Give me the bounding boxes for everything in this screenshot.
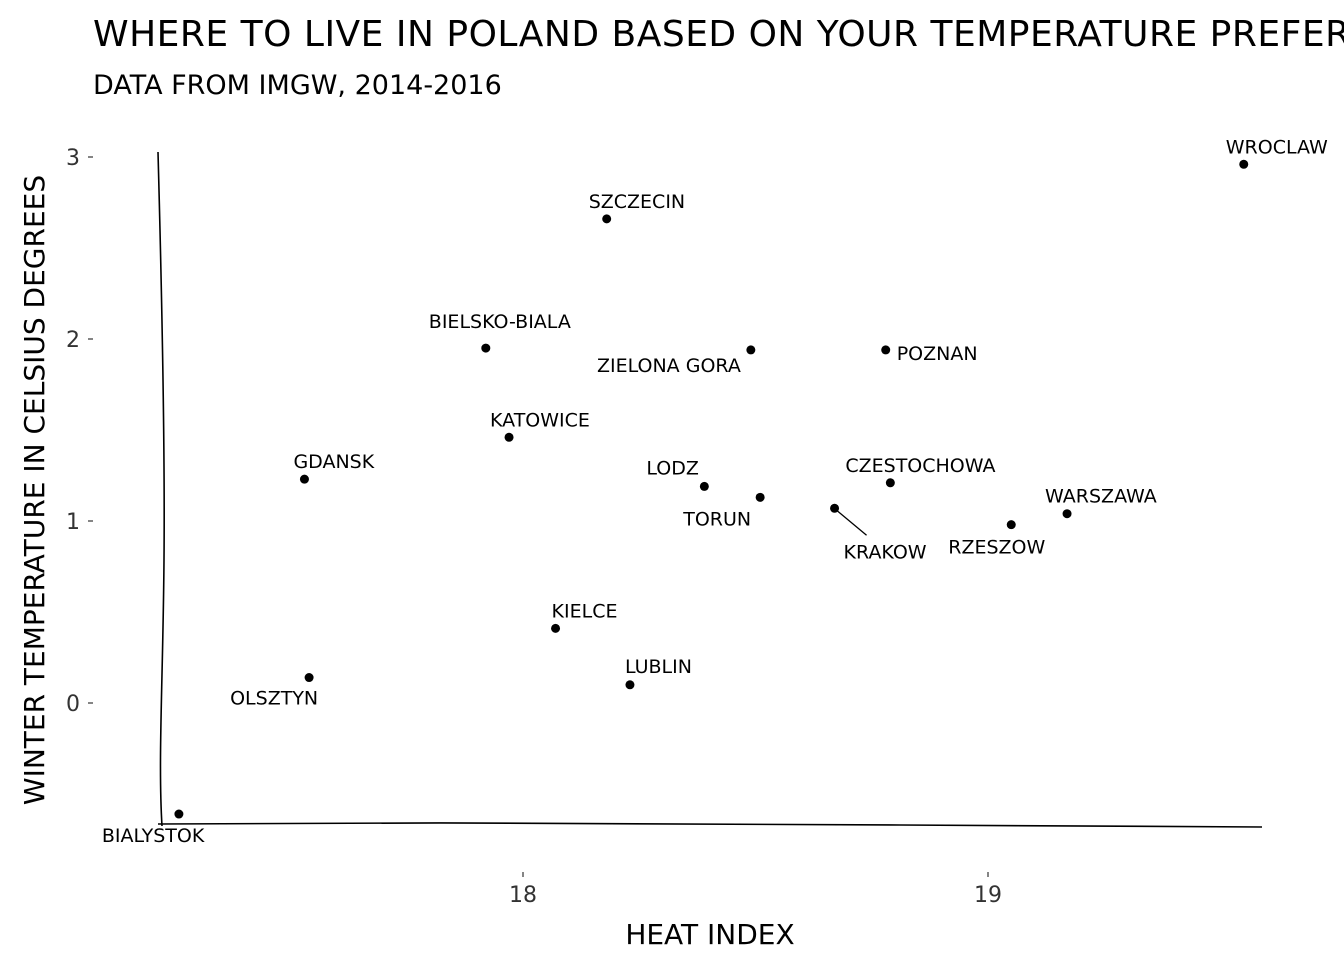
data-point-label: KRAKOW [844, 541, 927, 563]
x-tick-label: 19 [974, 883, 1002, 908]
chart-subtitle: DATA FROM IMGW, 2014-2016 [93, 70, 502, 101]
data-point-label: RZESZOW [948, 537, 1045, 559]
data-point [602, 214, 612, 224]
x-axis-ticks: 18 19 [509, 872, 1002, 908]
y-tick-label: 0 [66, 692, 80, 717]
x-axis-line [157, 822, 1263, 828]
label-leader-lines [836, 509, 867, 536]
data-point-label: BIELSKO-BIALA [429, 311, 571, 333]
data-point [885, 478, 895, 488]
data-point [1062, 509, 1072, 519]
data-point [551, 623, 561, 633]
data-point [830, 503, 840, 513]
data-point-label: GDANSK [293, 451, 374, 473]
data-points [174, 159, 1249, 819]
y-tick-label: 2 [66, 328, 80, 353]
data-point-label: BIALYSTOK [102, 825, 205, 847]
data-point-label: CZESTOCHOWA [845, 455, 995, 477]
x-tick-label: 18 [509, 883, 537, 908]
y-axis-line [157, 151, 165, 827]
data-point-label: ZIELONA GORA [597, 355, 741, 377]
y-tick-label: 1 [66, 510, 80, 535]
data-point-label: TORUN [682, 508, 751, 530]
data-point-label: KIELCE [552, 600, 618, 622]
data-point-label: LUBLIN [625, 656, 692, 678]
chart-title: WHERE TO LIVE IN POLAND BASED ON YOUR TE… [93, 14, 1344, 55]
data-point [755, 492, 765, 502]
data-point [504, 432, 514, 442]
data-point [299, 474, 309, 484]
data-point-labels: WROCLAW SZCZECIN BIELSKO-BIALA ZIELONA GORA… [102, 136, 1328, 847]
data-point [304, 673, 314, 683]
label-leader-line [836, 509, 867, 536]
data-point-label: LODZ [646, 457, 699, 479]
data-point [481, 343, 491, 353]
data-point [1239, 159, 1249, 169]
data-point [625, 680, 635, 690]
data-point [1006, 520, 1016, 530]
data-point [174, 809, 184, 819]
data-point-label: WARSZAWA [1045, 486, 1157, 508]
data-point-label: POZNAN [897, 343, 978, 365]
data-point [699, 481, 709, 491]
data-point-label: KATOWICE [490, 409, 590, 431]
data-point-label: OLSZTYN [230, 688, 318, 710]
data-point-label: WROCLAW [1226, 136, 1328, 158]
y-axis-title: WINTER TEMPERATURE IN CELSIUS DEGREES [18, 175, 51, 805]
data-point [881, 345, 891, 355]
y-tick-label: 3 [66, 146, 80, 171]
data-point [746, 345, 756, 355]
data-point-label: SZCZECIN [589, 191, 685, 213]
y-axis-ticks: 0 1 2 3 [66, 146, 93, 717]
x-axis-title: HEAT INDEX [625, 918, 794, 951]
